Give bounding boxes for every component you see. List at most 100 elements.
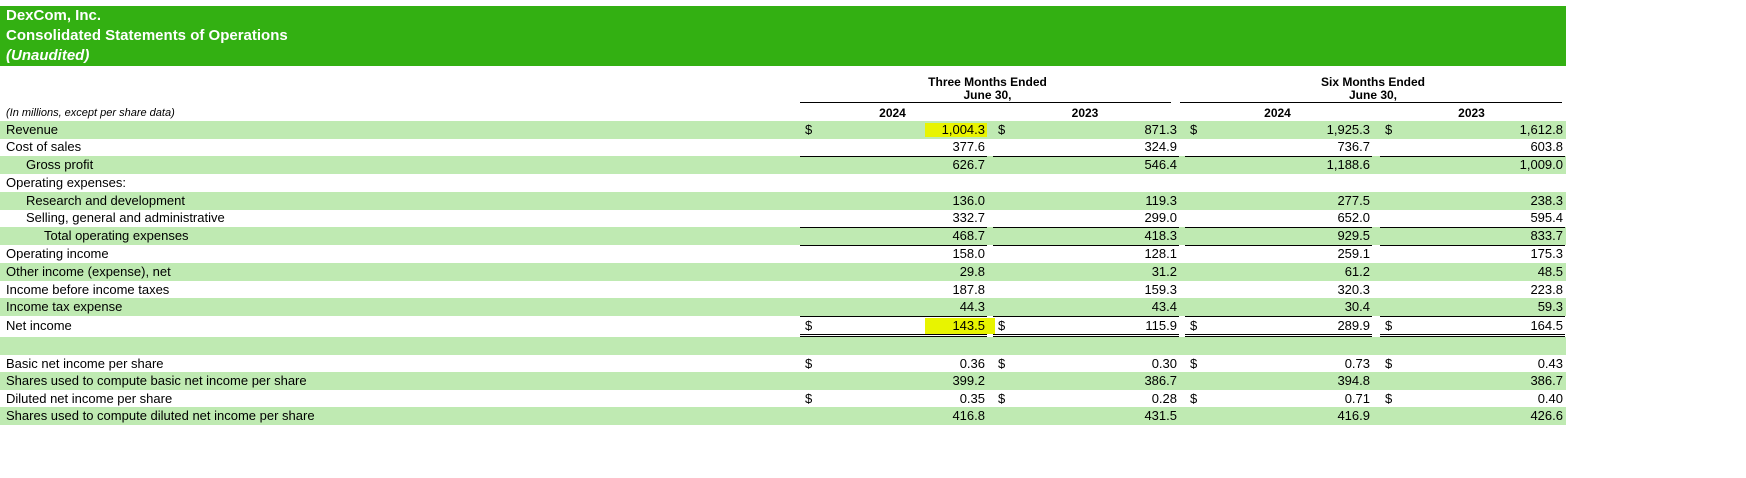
- header-band: DexCom, Inc. Consolidated Statements of …: [0, 6, 1566, 66]
- cell-value: 426.6: [1530, 408, 1563, 423]
- rule: [800, 102, 1171, 103]
- currency: $: [805, 318, 813, 333]
- cell-value: 320.3: [1337, 282, 1370, 297]
- cell-value: 595.4: [1530, 210, 1563, 225]
- currency: $: [1190, 122, 1198, 137]
- row-band: [0, 156, 1566, 174]
- currency: $: [998, 318, 1006, 333]
- cell-value: 1,188.6: [1326, 157, 1370, 172]
- cell-value: 416.8: [952, 408, 985, 423]
- group-sublabel: June 30,: [963, 88, 1012, 102]
- cell-value: 0.71: [1344, 391, 1370, 406]
- cell-value: 1,009.0: [1519, 157, 1563, 172]
- cell-value: 223.8: [1530, 282, 1563, 297]
- cell-value: 468.7: [952, 228, 985, 243]
- cell-value: 324.9: [1144, 139, 1177, 154]
- cell-value: 59.3: [1537, 299, 1563, 314]
- rule: [1380, 156, 1565, 157]
- currency: $: [1385, 391, 1393, 406]
- cell-value: 399.2: [952, 373, 985, 388]
- cell-value: 115.9: [1145, 318, 1177, 333]
- rule: [800, 245, 987, 246]
- row-label: Selling, general and administrative: [26, 210, 225, 225]
- group-sublabel: June 30,: [1348, 88, 1398, 102]
- currency: $: [1385, 318, 1393, 333]
- company: DexCom, Inc.: [6, 7, 102, 24]
- subtitle: (Unaudited): [6, 47, 90, 64]
- currency: $: [805, 122, 813, 137]
- currency: $: [1385, 122, 1393, 137]
- cell-value: 546.4: [1144, 157, 1177, 172]
- rule: [1185, 156, 1372, 157]
- title: Consolidated Statements of Operations: [6, 27, 288, 44]
- row-label: Revenue: [6, 122, 59, 137]
- cell-value: 386.7: [1144, 373, 1177, 388]
- cell-value: 136.0: [952, 193, 985, 208]
- cell-value: 43.4: [1151, 299, 1177, 314]
- cell-value: 159.3: [1144, 282, 1177, 297]
- row-band: [0, 263, 1566, 281]
- row-label: Income before income taxes: [6, 282, 170, 297]
- cell-value: 128.1: [1144, 246, 1177, 261]
- cell-value: 929.5: [1337, 228, 1370, 243]
- cell-value: 119.3: [1145, 193, 1177, 208]
- rule: [1380, 336, 1565, 337]
- rule: [993, 334, 1179, 335]
- cell-value: 1,612.8: [1519, 122, 1563, 137]
- units-note: (In millions, except per share data): [6, 107, 175, 119]
- cell-value: 164.5: [1530, 318, 1563, 333]
- rule: [993, 336, 1179, 337]
- rule: [1380, 227, 1565, 228]
- cell-value: 626.7: [952, 157, 985, 172]
- cell-value: 143.5: [952, 318, 985, 333]
- cell-value: 31.2: [1151, 264, 1177, 279]
- cell-value: 158.0: [952, 246, 985, 261]
- rule: [1185, 245, 1372, 246]
- row-label: Cost of sales: [6, 139, 82, 154]
- rule: [993, 156, 1179, 157]
- cell-value: 1,004.3: [941, 122, 985, 137]
- cell-value: 0.73: [1344, 356, 1370, 371]
- cell-value: 48.5: [1537, 264, 1563, 279]
- cell-value: 652.0: [1337, 210, 1370, 225]
- cell-value: 277.5: [1337, 193, 1370, 208]
- row-label: Basic net income per share: [6, 356, 164, 371]
- currency: $: [1190, 318, 1198, 333]
- row-label: Diluted net income per share: [6, 391, 173, 406]
- rule: [800, 336, 987, 337]
- currency: $: [998, 391, 1006, 406]
- year-label: 2023: [1071, 106, 1099, 120]
- rule: [993, 316, 1179, 317]
- cell-value: 30.4: [1344, 299, 1370, 314]
- row-label: Gross profit: [26, 157, 94, 172]
- row-label: Income tax expense: [6, 299, 123, 314]
- cell-value: 29.8: [959, 264, 985, 279]
- row-band: [0, 337, 1566, 355]
- cell-value: 289.9: [1337, 318, 1370, 333]
- rule: [800, 316, 987, 317]
- highlight: [925, 123, 987, 137]
- row-label: Net income: [6, 318, 72, 333]
- currency: $: [1190, 391, 1198, 406]
- cell-value: 259.1: [1337, 246, 1370, 261]
- row-label: Research and development: [26, 193, 185, 208]
- row-label: Operating expenses:: [6, 175, 126, 190]
- cell-value: 0.43: [1537, 356, 1563, 371]
- currency: $: [998, 122, 1006, 137]
- cell-value: 61.2: [1344, 264, 1370, 279]
- cell-value: 833.7: [1530, 228, 1563, 243]
- rule: [1180, 102, 1562, 103]
- cell-value: 377.6: [952, 139, 985, 154]
- currency: $: [1190, 356, 1198, 371]
- currency: $: [998, 356, 1006, 371]
- group-label: Six Months Ended: [1320, 75, 1425, 89]
- cell-value: 332.7: [952, 210, 985, 225]
- cell-value: 44.3: [959, 299, 985, 314]
- year-label: 2023: [1458, 106, 1485, 120]
- rule: [1380, 245, 1565, 246]
- currency: $: [805, 356, 813, 371]
- cell-value: 238.3: [1530, 193, 1563, 208]
- row-band: [0, 227, 1566, 245]
- cell-value: 603.8: [1530, 139, 1563, 154]
